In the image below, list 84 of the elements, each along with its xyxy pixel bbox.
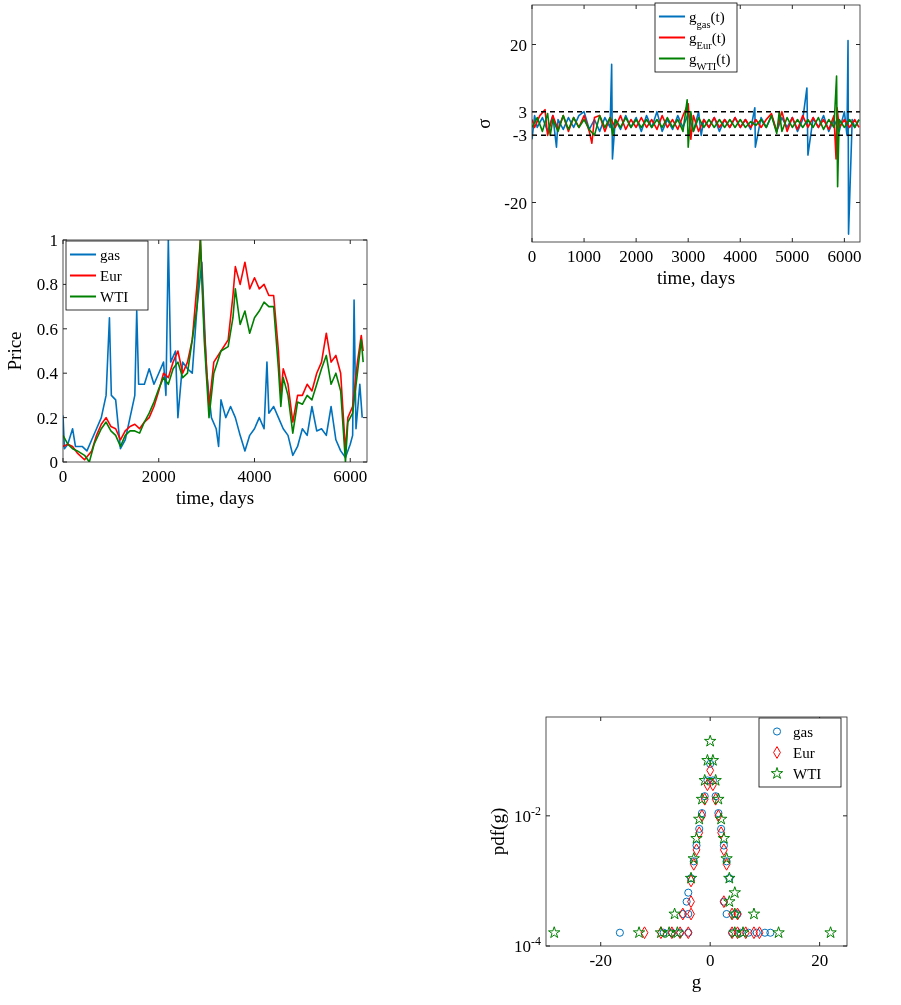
y-tick-label: -3 <box>512 126 527 146</box>
y-tick-label: 0.8 <box>36 275 58 295</box>
point <box>704 734 717 747</box>
point <box>709 773 722 786</box>
y-tick-label: 0.2 <box>36 408 58 428</box>
point <box>824 926 837 939</box>
legend-label: WTI <box>100 288 129 305</box>
point <box>728 926 741 939</box>
point <box>723 895 736 907</box>
legend-label: g$_{gas}$(t) <box>689 8 725 29</box>
point <box>766 928 775 937</box>
legend-label: Eur <box>793 744 815 761</box>
x-tick-label: -20 <box>589 951 613 970</box>
point <box>692 841 701 850</box>
line-series <box>532 75 860 188</box>
x-tick-label: 2000 <box>619 247 654 266</box>
point <box>719 841 728 850</box>
y-tick-label: 0.6 <box>36 319 58 339</box>
y-axis-title: pdf(g) <box>487 807 509 856</box>
x-tick-label: 4000 <box>237 467 272 486</box>
point <box>693 812 706 825</box>
point <box>708 776 717 785</box>
x-tick-label: 20 <box>811 951 829 970</box>
legend-label: g$_{Eur}$(t) <box>689 29 726 50</box>
y-tick-label: 3 <box>518 102 527 122</box>
y-tick-label: 20 <box>510 35 527 55</box>
y-tick-label: -20 <box>504 193 527 213</box>
x-tick-label: 0 <box>705 951 715 970</box>
x-tick-label: 5000 <box>775 247 810 266</box>
x-axis-title: time, days <box>175 487 255 508</box>
point <box>697 809 707 818</box>
point <box>728 886 741 898</box>
y-tick-label: 0.4 <box>36 364 59 384</box>
point <box>684 888 693 897</box>
x-tick-label: 6000 <box>333 467 368 486</box>
legend-label: Eur <box>100 267 122 284</box>
y-tick-label: 0 <box>49 453 58 472</box>
x-tick-label: 4000 <box>723 247 758 266</box>
point <box>706 753 720 766</box>
point <box>717 831 731 844</box>
x-axis-title: time, days <box>656 267 736 288</box>
x-tick-label: 2000 <box>141 467 176 486</box>
point <box>548 926 561 939</box>
point <box>668 907 681 920</box>
point <box>700 792 709 801</box>
y-tick-label: 10$^{-4}$ <box>514 934 542 956</box>
point <box>722 857 731 866</box>
point <box>695 824 704 833</box>
point <box>615 928 624 937</box>
x-tick-label: 1000 <box>567 247 602 266</box>
point <box>698 773 711 786</box>
y-axis-title: σ <box>473 118 494 129</box>
point <box>712 792 725 805</box>
point <box>714 809 723 818</box>
point <box>717 824 726 833</box>
line-series <box>532 102 860 160</box>
legend-label: gas <box>100 246 121 263</box>
point <box>662 926 676 939</box>
point <box>736 926 750 939</box>
point <box>722 909 731 919</box>
point <box>747 907 761 920</box>
point <box>687 852 700 864</box>
legend-label: WTI <box>793 765 822 782</box>
point <box>772 926 785 939</box>
point <box>703 776 712 785</box>
point <box>632 926 646 939</box>
point <box>760 928 769 937</box>
x-axis-title: g <box>691 971 702 992</box>
x-tick-label: 6000 <box>827 247 862 266</box>
point <box>701 753 714 766</box>
y-tick-label: 10$^{-2}$ <box>514 803 542 826</box>
point <box>720 852 733 864</box>
point <box>695 792 709 805</box>
legend-label: g$_{WTI}$(t) <box>689 50 731 71</box>
point <box>706 759 715 768</box>
x-tick-label: 3000 <box>671 247 706 266</box>
legend-label: gas <box>793 723 814 740</box>
y-tick-label: 1 <box>49 231 58 250</box>
point <box>689 857 698 866</box>
point <box>714 812 728 825</box>
y-axis-title: Price <box>4 331 25 371</box>
point <box>690 831 703 844</box>
point <box>671 926 684 939</box>
point <box>682 897 691 906</box>
